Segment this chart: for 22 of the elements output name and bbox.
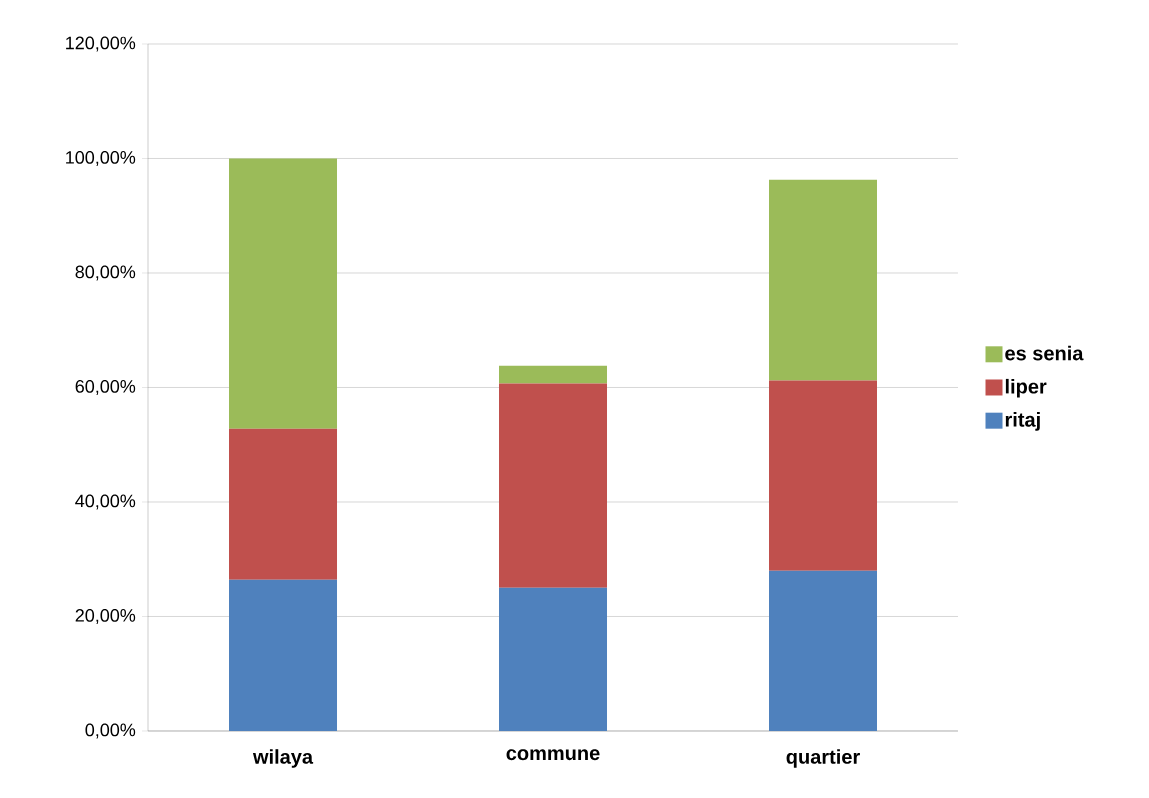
bar bbox=[229, 158, 338, 429]
bar bbox=[499, 383, 607, 588]
x-tick-label: wilaya bbox=[252, 749, 314, 768]
bar bbox=[769, 179, 877, 381]
y-tick-label: 80,00% bbox=[75, 265, 136, 281]
y-tick-label: 40,00% bbox=[75, 494, 136, 510]
bar bbox=[769, 380, 877, 571]
y-tick-label: 60,00% bbox=[75, 380, 136, 395]
y-tick-label: 20,00% bbox=[75, 609, 136, 624]
bar bbox=[499, 365, 607, 384]
bar bbox=[229, 428, 338, 580]
y-tick-label: 100,00% bbox=[66, 151, 136, 166]
y-tick-label: 120,00% bbox=[66, 36, 136, 52]
bar bbox=[769, 570, 877, 731]
bar bbox=[499, 587, 607, 731]
legend-label: es senia bbox=[1005, 345, 1084, 361]
x-tick-label: commune bbox=[506, 749, 600, 761]
bar bbox=[229, 579, 338, 731]
legend-label: liper bbox=[1005, 378, 1047, 398]
legend-label: ritaj bbox=[1005, 412, 1040, 431]
x-tick-label: quartier bbox=[786, 749, 860, 768]
y-tick-label: 0,00% bbox=[85, 723, 136, 739]
